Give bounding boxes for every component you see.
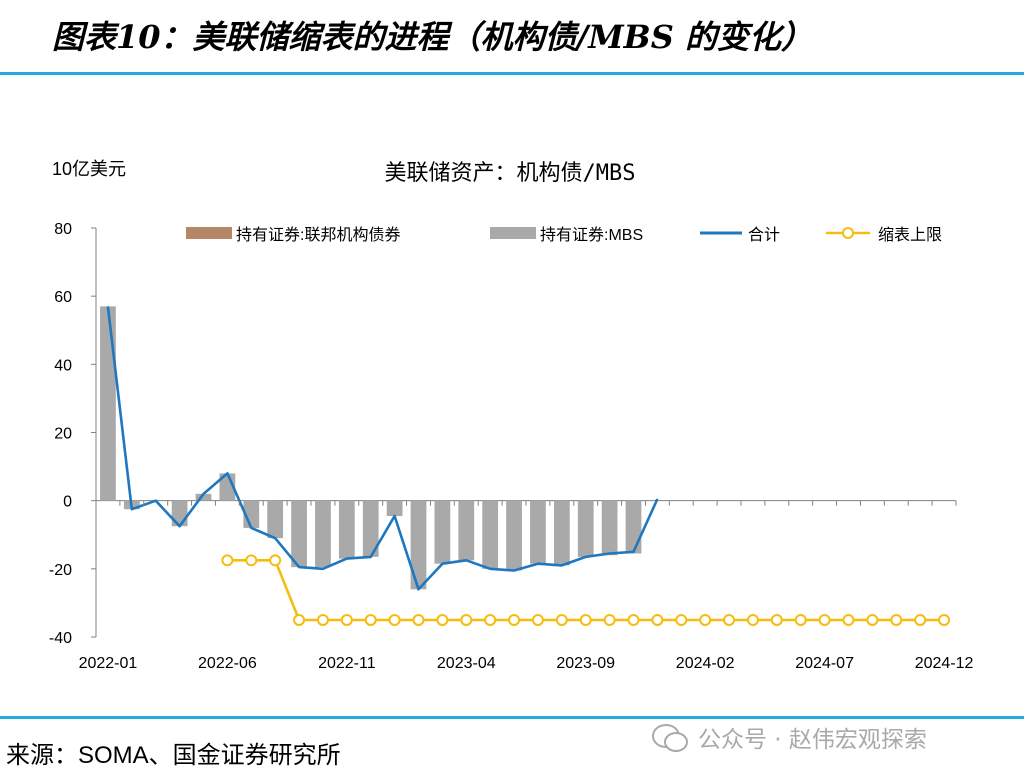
cap-marker <box>675 613 688 626</box>
x-tick-label: 2024-12 <box>915 655 974 672</box>
legend-swatch-mbs <box>490 227 536 239</box>
bar-mbs <box>362 500 379 557</box>
cap-marker <box>508 613 521 626</box>
cap-marker <box>794 613 807 626</box>
cap-marker <box>364 613 377 626</box>
legend-label-agency: 持有证券:联邦机构债券 <box>236 226 400 244</box>
cap-marker <box>245 554 258 567</box>
cap-marker <box>842 613 855 626</box>
line-total <box>106 306 659 591</box>
bar-mbs <box>434 500 451 564</box>
cap-marker <box>699 613 712 626</box>
x-tick-label: 2023-09 <box>556 655 615 672</box>
cap-marker <box>579 613 592 626</box>
cap-marker <box>484 613 497 626</box>
chart-title: 美联储资产：机构债/MBS <box>385 161 636 186</box>
bar-mbs <box>338 500 355 559</box>
x-tick-label: 2022-11 <box>318 655 376 672</box>
cap-marker <box>938 613 951 626</box>
bar-mbs <box>267 500 284 539</box>
legend-label-cap: 缩表上限 <box>878 226 942 244</box>
y-tick-label: 40 <box>54 357 72 374</box>
bar-mbs <box>195 493 212 501</box>
bar-mbs <box>291 500 307 568</box>
y-tick-label: 80 <box>54 221 72 238</box>
cap-marker <box>340 613 353 626</box>
bar-mbs <box>482 500 499 569</box>
cap-marker <box>603 613 616 626</box>
cap-marker <box>770 613 783 626</box>
cap-marker <box>555 613 568 626</box>
x-tick-label: 2023-04 <box>437 655 496 672</box>
y-tick-label: 20 <box>54 426 72 443</box>
legend-label-total: 合计 <box>748 226 780 244</box>
cap-marker <box>460 613 473 626</box>
cap-marker <box>436 613 449 626</box>
source-note: 来源：SOMA、国金证券研究所 <box>6 742 341 769</box>
line-cap <box>227 558 945 622</box>
x-tick-label: 2022-01 <box>79 655 138 672</box>
y-tick-label: 60 <box>54 289 72 306</box>
cap-marker <box>746 613 759 626</box>
y-tick-label: 0 <box>63 494 72 511</box>
bar-mbs <box>553 500 570 566</box>
y-tick-label: -20 <box>49 562 72 579</box>
x-tick-label: 2022-06 <box>198 655 257 672</box>
cap-marker <box>412 613 425 626</box>
chat-bubble-icon <box>652 722 690 752</box>
bar-mbs <box>625 500 642 554</box>
bar-mbs <box>100 306 116 501</box>
cap-marker <box>866 613 879 626</box>
y-axis-unit-label: 10亿美元 <box>52 159 126 179</box>
watermark: 公众号 · 赵伟宏观探索 <box>652 720 927 754</box>
bar-mbs <box>530 500 546 564</box>
cap-marker <box>627 613 640 626</box>
legend-label-mbs: 持有证券:MBS <box>540 226 643 244</box>
y-tick-label: -40 <box>49 630 72 647</box>
bar-mbs <box>410 500 427 590</box>
bar-mbs <box>601 500 618 556</box>
cap-marker <box>316 613 329 626</box>
legend-swatch-cap-marker <box>842 227 854 239</box>
bar-mbs <box>386 500 403 517</box>
cap-marker <box>531 613 544 626</box>
x-tick-label: 2024-02 <box>676 655 735 672</box>
cap-marker <box>914 613 927 626</box>
chart: 10亿美元 美联储资产：机构债/MBS 80 60 40 20 0 -20 -40 2022-… <box>49 159 974 672</box>
title-rule <box>0 72 1024 75</box>
figure-title: 图表10：美联储缩表的进程（机构债/MBS 的变化） <box>52 18 813 56</box>
legend-swatch-agency <box>186 227 232 239</box>
x-tick-label: 2024-07 <box>795 655 854 672</box>
cap-marker <box>651 613 664 626</box>
cap-marker <box>890 613 903 626</box>
watermark-text: 公众号 · 赵伟宏观探索 <box>698 727 927 753</box>
bar-mbs <box>315 500 331 568</box>
bar-mbs <box>577 500 594 557</box>
cap-marker <box>818 613 831 626</box>
cap-marker <box>269 554 282 567</box>
bar-mbs <box>458 500 475 561</box>
cap-marker <box>221 554 234 567</box>
source-rule <box>0 716 1024 719</box>
cap-marker <box>388 613 401 626</box>
legend: 持有证券:联邦机构债券 持有证券:MBS 合计 缩表上限 <box>186 226 942 244</box>
cap-marker <box>723 613 736 626</box>
bar-mbs <box>171 500 188 527</box>
cap-marker <box>293 613 306 626</box>
bar-mbs <box>506 500 522 571</box>
